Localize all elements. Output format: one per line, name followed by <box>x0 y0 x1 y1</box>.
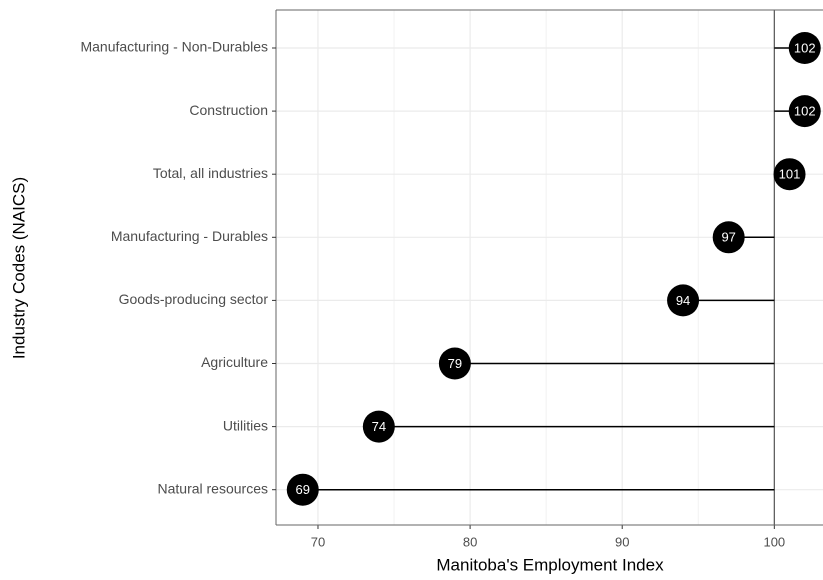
value-label: 69 <box>296 482 310 497</box>
y-tick-label: Utilities <box>223 417 268 433</box>
x-tick-label: 100 <box>763 534 785 549</box>
y-tick-label: Construction <box>189 102 268 118</box>
y-tick-label: Manufacturing - Durables <box>111 228 268 244</box>
x-tick-label: 90 <box>615 534 629 549</box>
dot <box>712 221 745 254</box>
value-label: 101 <box>779 167 801 182</box>
x-axis-label: Manitoba's Employment Index <box>436 555 664 574</box>
y-tick-label: Agriculture <box>201 354 268 370</box>
x-tick-label: 70 <box>311 534 325 549</box>
dot <box>667 284 700 317</box>
value-label: 94 <box>676 293 690 308</box>
y-tick-label: Manufacturing - Non-Durables <box>80 39 268 55</box>
dot <box>788 95 821 128</box>
value-label: 79 <box>448 356 462 371</box>
x-tick-label: 80 <box>463 534 477 549</box>
y-tick-label: Goods-producing sector <box>119 291 269 307</box>
value-label: 102 <box>794 104 816 119</box>
value-label: 74 <box>372 419 386 434</box>
y-axis-label: Industry Codes (NAICS) <box>9 177 28 359</box>
value-label: 97 <box>721 230 735 245</box>
plot-panel <box>276 10 823 525</box>
value-label: 102 <box>794 40 816 55</box>
dot <box>362 410 395 443</box>
dot <box>438 347 471 380</box>
dot <box>773 158 806 191</box>
y-tick-label: Total, all industries <box>153 165 268 181</box>
dot <box>286 473 319 506</box>
dot <box>788 32 821 64</box>
y-tick-label: Natural resources <box>158 480 269 496</box>
